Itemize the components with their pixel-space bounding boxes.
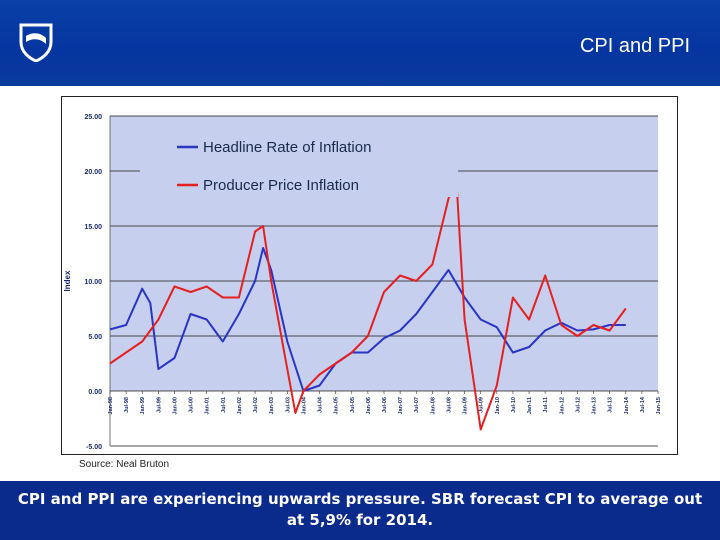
- legend-label: Headline Rate of Inflation: [203, 139, 371, 156]
- x-tick-label: Jul-06: [382, 397, 388, 413]
- x-tick-label: Jul-14: [640, 396, 646, 413]
- x-tick-label: Jan-04: [301, 396, 307, 414]
- x-tick-label: Jan-07: [398, 397, 404, 414]
- x-tick-label: Jul-02: [253, 397, 259, 413]
- x-tick-label: Jan-06: [366, 397, 372, 414]
- y-tick-label: 10.00: [84, 279, 102, 286]
- x-tick-label: Jul-12: [575, 397, 581, 413]
- y-tick-label: 20.00: [84, 169, 102, 176]
- x-tick-label: Jan-15: [656, 397, 662, 414]
- y-tick-label: -5.00: [86, 444, 102, 451]
- legend-box: [140, 135, 458, 197]
- x-tick-label: Jul-03: [285, 397, 291, 413]
- x-tick-label: Jan-10: [495, 397, 501, 414]
- x-tick-label: Jan-02: [237, 397, 243, 414]
- source-note: Source: Neal Bruton: [79, 459, 170, 470]
- x-tick-label: Jan-14: [624, 396, 630, 414]
- x-tick-label: Jul-09: [479, 397, 485, 413]
- shield-logo-icon: [19, 23, 53, 62]
- y-tick-label: 25.00: [84, 114, 102, 121]
- chart-frame: 25.00 20.00 15.00 10.00 5.00 0.00 -5.00 Index Ja…: [61, 96, 678, 455]
- footer-banner: CPI and PPI are experiencing upwards pre…: [0, 481, 720, 540]
- inflation-line-chart: 25.00 20.00 15.00 10.00 5.00 0.00 -5.00 Index Ja…: [63, 114, 662, 451]
- footer-summary: CPI and PPI are experiencing upwards pre…: [17, 490, 703, 529]
- x-tick-label: Jul-13: [608, 397, 614, 413]
- x-tick-label: Jul-07: [414, 397, 420, 413]
- x-tick-label: Jul-00: [189, 397, 195, 413]
- x-tick-label: Jan-08: [430, 397, 436, 414]
- x-tick-label: Jul-01: [221, 397, 227, 413]
- x-tick-label: Jan-09: [463, 397, 469, 414]
- y-axis-label: Index: [63, 270, 72, 291]
- x-tick-label: Jan-05: [334, 397, 340, 414]
- x-tick-label: Jan-11: [527, 397, 533, 414]
- x-tick-label: Jul-11: [543, 397, 549, 413]
- x-tick-label: Jul-04: [318, 396, 324, 413]
- header-banner: CPI and PPI: [0, 0, 720, 86]
- x-tick-label: Jan-00: [172, 397, 178, 414]
- x-tick-label: Jul-05: [350, 397, 356, 413]
- x-tick-label: Jan-12: [559, 397, 565, 414]
- x-tick-label: Jul-10: [511, 397, 517, 413]
- series-line-ppi: [109, 181, 627, 431]
- x-tick-label: Jan-98: [108, 397, 114, 414]
- x-tick-label: Jul-08: [446, 397, 452, 413]
- x-tick-label: Jan-03: [269, 397, 275, 414]
- y-tick-label: 5.00: [88, 334, 102, 341]
- slide-title: CPI and PPI: [579, 35, 690, 57]
- y-tick-label: 0.00: [88, 389, 102, 396]
- legend-label: Producer Price Inflation: [203, 177, 359, 194]
- x-tick-label: Jul-98: [124, 397, 130, 413]
- y-tick-label: 15.00: [84, 224, 102, 231]
- x-tick-label: Jul-99: [156, 397, 162, 413]
- x-tick-label: Jan-01: [205, 397, 211, 414]
- x-tick-label: Jan-99: [140, 397, 146, 414]
- x-tick-label: Jan-13: [592, 397, 598, 414]
